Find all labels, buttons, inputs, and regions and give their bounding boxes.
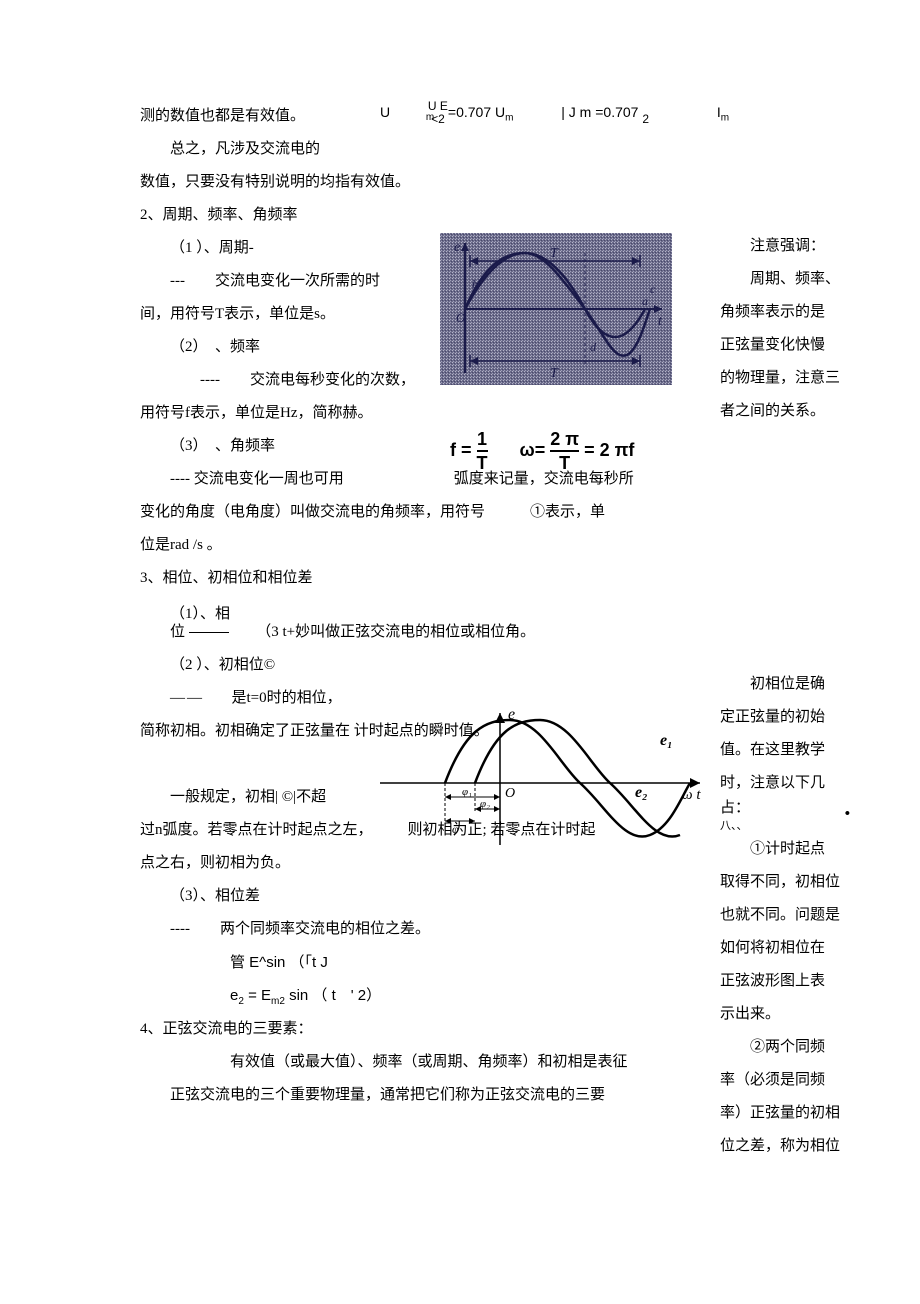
item-freq-desc1: ---- 交流电每秒变化的次数，: [140, 364, 440, 397]
equation-e2: e2 = Em2 sin （ t ' 2）: [140, 979, 680, 1013]
effective-value-formula: U U E m <2 =0.707 Um | J m =0.707 2 Im: [380, 100, 880, 126]
im-sub: m: [721, 113, 729, 124]
heading-phase: 3、相位、初相位和相位差: [140, 562, 680, 595]
side-note-16: 正弦波形图上表: [720, 965, 870, 998]
side-note-3: 角频率表示的是: [720, 296, 870, 329]
side-note-11c: •: [845, 806, 850, 823]
svg-text:T: T: [550, 246, 559, 261]
side-note-12: ①计时起点: [720, 833, 870, 866]
frac-T1: T: [477, 453, 488, 473]
mid-text: | J m =0.707: [561, 104, 638, 120]
f-eq: f =: [450, 440, 477, 460]
side-note-15: 如何将初相位在: [720, 932, 870, 965]
frac1-rhs-sub: m: [505, 113, 513, 124]
phase-item-label-2: 位: [170, 624, 185, 640]
svg-text:e: e: [454, 240, 460, 255]
side-note-11a: 占：: [720, 800, 750, 816]
freq-formula: f = 1 T ω= 2 π T = 2 πf: [450, 430, 634, 472]
side-note-9: 值。在这里教学: [720, 734, 870, 767]
side-note-6: 者之间的关系。: [720, 395, 870, 428]
init-phase-rule2-l: 过n弧度。若零点在计时起点之左，: [140, 814, 380, 847]
item-angfreq-label: （3） 、角频率: [140, 430, 440, 463]
equation-e1: 管 E^sin （「t J: [140, 946, 680, 979]
sine-wave-figure: e O t T T a b c d: [440, 233, 672, 385]
heading-three-elements: 4、正弦交流电的三要素：: [140, 1013, 680, 1046]
phase-diff-figure: e O ω t e₁ e₂ φ₁ φ₂ φ: [370, 705, 710, 850]
eq2-mid: = E: [244, 987, 271, 1004]
frac2-bot: 2: [642, 112, 649, 126]
side-note-8: 定正弦量的初始: [720, 701, 870, 734]
angfreq-desc2: 变化的角度（电角度）叫做交流电的角频率，用符号 ①表示，单: [140, 496, 680, 529]
u-symbol: U: [380, 104, 390, 120]
eq2-sub2: m2: [271, 996, 285, 1007]
three-elements-desc2: 正弦交流电的三个重要物理量，通常把它们称为正弦交流电的三要: [140, 1079, 680, 1112]
side-note-11b: 八、、: [720, 820, 748, 832]
item-freq-desc2: 用符号f表示，单位是Hz，简称赫。: [140, 397, 440, 430]
side-note-2: 周期、频率、: [720, 263, 870, 296]
frac1-rhs: =0.707 U: [448, 104, 505, 120]
frac1-top: U E: [428, 99, 448, 113]
phase-desc: （3 t+妙叫做正弦交流电的相位或相位角。: [256, 624, 535, 640]
line-summary-1: 总之，凡涉及交流电的: [140, 133, 680, 166]
svg-text:ω t: ω t: [682, 787, 701, 803]
svg-text:T: T: [550, 366, 559, 381]
side-note-21: 位之差，称为相位: [720, 1130, 870, 1163]
side-note-10: 时，注意以下几: [720, 767, 870, 800]
side-note-17: 示出来。: [720, 998, 870, 1031]
line-summary-2: 数值，只要没有特别说明的均指有效值。: [140, 166, 680, 199]
svg-text:e: e: [508, 706, 515, 723]
svg-text:O: O: [456, 310, 466, 325]
angfreq-desc-left: ---- 交流电变化一周也可用: [140, 463, 450, 496]
svg-text:d: d: [590, 340, 597, 354]
three-elements-desc1: 有效值（或最大值）、频率（或周期、角频率）和初相是表征: [140, 1046, 680, 1079]
svg-text:a: a: [642, 294, 648, 308]
heading-period-freq: 2、周期、频率、角频率: [140, 199, 680, 232]
frac-2pi: 2 π: [550, 429, 579, 449]
init-phase-desc1: 是t=0时的相位，: [232, 690, 342, 706]
angfreq-desc-right: 弧度来记量，交流电每秒所: [454, 471, 634, 487]
side-note-18: ②两个同频: [720, 1031, 870, 1064]
side-notes: 注意强调： 周期、频率、 角频率表示的是 正弦量变化快慢 的物理量，注意三 者之…: [720, 100, 870, 1163]
frac1-sub: m: [426, 112, 434, 123]
side-note-5: 的物理量，注意三: [720, 362, 870, 395]
frac-T2: T: [559, 453, 570, 473]
item-period-label: （1 ）、周期-: [140, 232, 440, 265]
eq-2pif: = 2 πf: [584, 440, 634, 460]
svg-text:φ₁: φ₁: [462, 786, 472, 798]
dash-line: [189, 632, 229, 633]
init-phase-label: （2 ）、初相位©: [140, 649, 680, 682]
phase-diff-label: （3）、相位差: [140, 880, 680, 913]
omega-eq: ω=: [520, 440, 546, 460]
item-period-desc2: 间，用符号T表示，单位是s。: [140, 298, 440, 331]
side-note-19: 率（必须是同频: [720, 1064, 870, 1097]
frac-1: 1: [477, 429, 487, 449]
svg-text:e₁: e₁: [660, 732, 673, 749]
side-note-13: 取得不同，初相位: [720, 866, 870, 899]
side-note-4: 正弦量变化快慢: [720, 329, 870, 362]
svg-text:b: b: [472, 277, 478, 291]
init-phase-rule3: 点之右，则初相为负。: [140, 847, 680, 880]
side-note-14: 也就不同。问题是: [720, 899, 870, 932]
svg-text:O: O: [505, 786, 515, 801]
phase-item-label-1: （1）、相: [170, 606, 230, 622]
angfreq-desc3: 位是rad /s 。: [140, 529, 680, 562]
side-note-7: 初相位是确: [720, 668, 870, 701]
item-period-desc1: --- 交流电变化一次所需的时: [140, 265, 440, 298]
svg-text:c: c: [650, 282, 656, 296]
svg-text:e₂: e₂: [635, 784, 648, 801]
side-note-20: 率）正弦量的初相: [720, 1097, 870, 1130]
svg-text:φ: φ: [452, 822, 459, 836]
svg-text:φ₂: φ₂: [480, 798, 490, 810]
phase-diff-desc: ---- 两个同频率交流电的相位之差。: [140, 913, 680, 946]
side-note-emphasis: 注意强调：: [720, 230, 870, 263]
item-freq-label: （2） 、频率: [140, 331, 440, 364]
eq2-r: sin （ t ' 2）: [285, 987, 381, 1004]
